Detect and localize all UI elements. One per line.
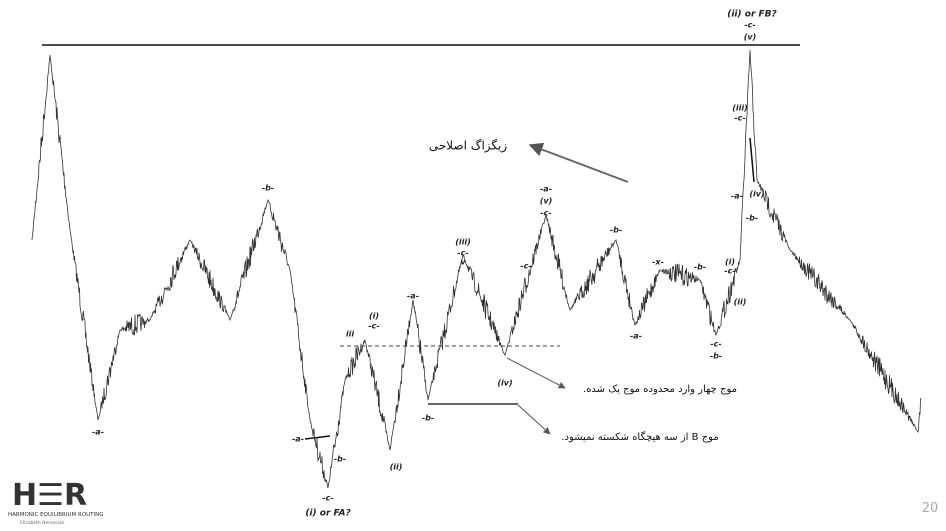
wave-label: (v): [744, 33, 757, 42]
wave-label: -b-: [610, 226, 622, 235]
logo: H☰R: [12, 478, 87, 513]
wave-label: -b-: [262, 184, 274, 193]
wave-label: -c-: [368, 322, 379, 331]
logo-line: HARMONIC EQUILIBRIUM ROUTING: [8, 512, 104, 518]
wave-label: -b-: [694, 263, 706, 272]
wave-label: (i): [725, 258, 735, 267]
wave-label: (ii): [734, 298, 747, 307]
note: موج چهار وارد محدوده موج یک شده.: [583, 384, 737, 395]
wave-label: -c-: [710, 340, 721, 349]
wave-label: -b-: [422, 414, 434, 423]
wave-label: -a-: [630, 332, 642, 341]
wave-label: -c-: [734, 114, 745, 123]
wave-label: -c-: [724, 267, 735, 276]
wave-label: -a-: [540, 185, 552, 194]
marker-line: [304, 435, 331, 440]
wave-label: (ii) or FB?: [727, 10, 777, 20]
wave-label: -x-: [652, 258, 664, 267]
wave-label: (ii): [390, 463, 403, 472]
wave-label: (i) or FA?: [305, 509, 350, 519]
wave-label: (iv): [497, 379, 512, 388]
wave-label: iii: [346, 330, 354, 339]
wave-label: (iii): [455, 238, 471, 247]
wave-label: -c-: [457, 249, 468, 258]
wave-label: -b-: [334, 455, 346, 464]
wave-label: -b-: [710, 352, 722, 361]
wave-label: -b-: [746, 214, 758, 223]
wave-label: -a-: [731, 192, 743, 201]
wave-label: (v): [540, 197, 553, 206]
wave-label: (iv): [749, 190, 764, 199]
wave-label: -a-: [292, 435, 304, 444]
logo-line: Elizabeth Nersesian: [20, 520, 65, 526]
wave-label: -a-: [92, 428, 104, 437]
wave-label: -a-: [407, 292, 419, 301]
note: زیگزاگ اصلاحی: [429, 139, 508, 154]
wave-label: v: [460, 258, 466, 267]
arrow: [506, 357, 566, 389]
wave-label: -c-: [540, 209, 551, 218]
wave-label: -c-: [322, 494, 333, 503]
wave-label: -c-: [744, 21, 755, 30]
page-number: 20: [922, 501, 939, 516]
wave-label: -c-: [520, 262, 531, 271]
marker-line: [749, 137, 755, 183]
price-line: [31, 49, 922, 489]
arrow: [517, 404, 551, 435]
arrow: [528, 142, 629, 183]
wave-label: (i): [369, 312, 379, 321]
note: موج B از سه هیچگاه شکسته نمیشود.: [561, 431, 718, 443]
wave-label: (iii): [732, 104, 748, 113]
